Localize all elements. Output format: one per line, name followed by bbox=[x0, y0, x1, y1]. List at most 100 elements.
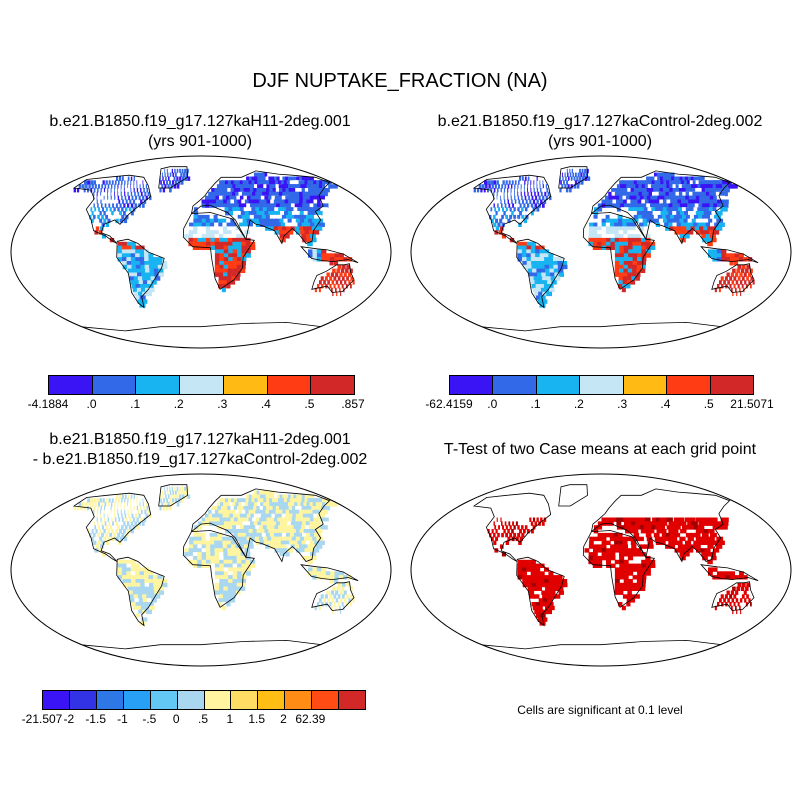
map-cell bbox=[186, 168, 189, 174]
map-cell bbox=[637, 199, 644, 204]
map-cell bbox=[687, 548, 694, 553]
map-cell bbox=[236, 211, 243, 216]
map-cell bbox=[496, 517, 498, 522]
map-cell bbox=[90, 188, 93, 193]
map-cell bbox=[239, 222, 245, 227]
map-cell bbox=[630, 280, 636, 285]
map-cell bbox=[667, 536, 673, 542]
map-cell bbox=[614, 249, 620, 254]
map-cell bbox=[206, 559, 211, 565]
map-cell bbox=[650, 563, 656, 568]
map-cell bbox=[197, 222, 203, 227]
map-cell bbox=[544, 575, 550, 580]
map-cell bbox=[530, 176, 533, 181]
map-cell bbox=[220, 502, 225, 507]
map-cell bbox=[662, 207, 669, 212]
map-cell bbox=[718, 222, 725, 227]
map-cell bbox=[623, 264, 629, 270]
map-cell bbox=[174, 168, 176, 174]
map-cell bbox=[145, 184, 148, 189]
map-cell bbox=[236, 272, 241, 277]
map-cell bbox=[241, 261, 246, 266]
map-cell bbox=[563, 180, 565, 185]
map-cell bbox=[226, 502, 232, 507]
map-cell bbox=[223, 241, 229, 247]
map-cell bbox=[135, 571, 141, 576]
map-cell bbox=[85, 184, 88, 189]
map-cell bbox=[210, 563, 216, 568]
map-cell bbox=[500, 188, 502, 193]
map-cell bbox=[130, 563, 136, 568]
map-cell bbox=[222, 180, 227, 185]
map-cell bbox=[705, 521, 714, 526]
map-cell bbox=[299, 218, 307, 224]
map-cell bbox=[261, 521, 268, 526]
map-cell bbox=[93, 540, 97, 545]
map-cell bbox=[231, 509, 238, 515]
map-cell bbox=[94, 230, 99, 235]
map-cell bbox=[272, 222, 279, 227]
map-cell bbox=[565, 188, 569, 193]
map-cell bbox=[97, 222, 101, 227]
map-cell bbox=[186, 486, 189, 492]
map-cell bbox=[133, 498, 135, 503]
map-cell bbox=[232, 245, 238, 250]
map-cell bbox=[255, 517, 262, 522]
map-cell bbox=[224, 506, 229, 511]
map-cell bbox=[679, 536, 686, 542]
map-cell bbox=[231, 590, 237, 595]
map-cell bbox=[340, 586, 345, 591]
map-cell bbox=[93, 203, 95, 208]
map-cell bbox=[212, 195, 217, 201]
map-cell bbox=[623, 203, 629, 208]
map-cell bbox=[734, 253, 740, 258]
map-cell bbox=[669, 226, 676, 231]
map-cell bbox=[236, 241, 242, 247]
map-cell bbox=[721, 602, 724, 607]
map-cell bbox=[531, 284, 538, 289]
map-cell bbox=[643, 207, 650, 212]
map-cell bbox=[105, 498, 108, 503]
map-cell bbox=[94, 207, 97, 212]
map-cell bbox=[228, 579, 233, 584]
map-cell bbox=[630, 540, 637, 545]
map-cell bbox=[114, 199, 117, 204]
map-cell bbox=[98, 184, 100, 189]
map-cell bbox=[638, 184, 644, 189]
map-cell bbox=[523, 203, 526, 208]
map-cell bbox=[334, 575, 339, 580]
map-cell bbox=[291, 529, 299, 534]
map-cell bbox=[597, 245, 603, 250]
map-cell bbox=[173, 502, 177, 507]
map-cell bbox=[242, 536, 249, 542]
map-cell bbox=[130, 529, 134, 534]
map-cell bbox=[325, 253, 331, 258]
map-cell bbox=[122, 261, 128, 266]
map-cell bbox=[146, 188, 149, 193]
map-cell bbox=[145, 590, 152, 595]
map-cell bbox=[517, 567, 523, 572]
map-cell bbox=[655, 199, 662, 204]
map-cell bbox=[115, 218, 119, 224]
map-cell bbox=[237, 257, 242, 262]
map-cell bbox=[110, 195, 112, 201]
map-cell bbox=[623, 586, 629, 591]
map-cell bbox=[145, 268, 151, 273]
map-cell bbox=[638, 191, 644, 197]
map-cell bbox=[527, 268, 534, 273]
colorbar-swatch bbox=[92, 376, 137, 394]
map-cell bbox=[201, 540, 207, 545]
map-cell bbox=[295, 517, 303, 522]
map-cell bbox=[741, 284, 744, 289]
map-cell bbox=[297, 540, 304, 545]
map-cell bbox=[297, 207, 305, 212]
map-cell bbox=[543, 284, 550, 289]
map-cell bbox=[544, 253, 550, 258]
map-cell bbox=[526, 245, 532, 250]
map-cell bbox=[545, 184, 548, 189]
map-cell bbox=[235, 594, 240, 599]
map-cell bbox=[223, 555, 229, 561]
map-cell bbox=[142, 598, 149, 603]
map-cell bbox=[601, 218, 607, 224]
map-cell bbox=[542, 609, 549, 615]
